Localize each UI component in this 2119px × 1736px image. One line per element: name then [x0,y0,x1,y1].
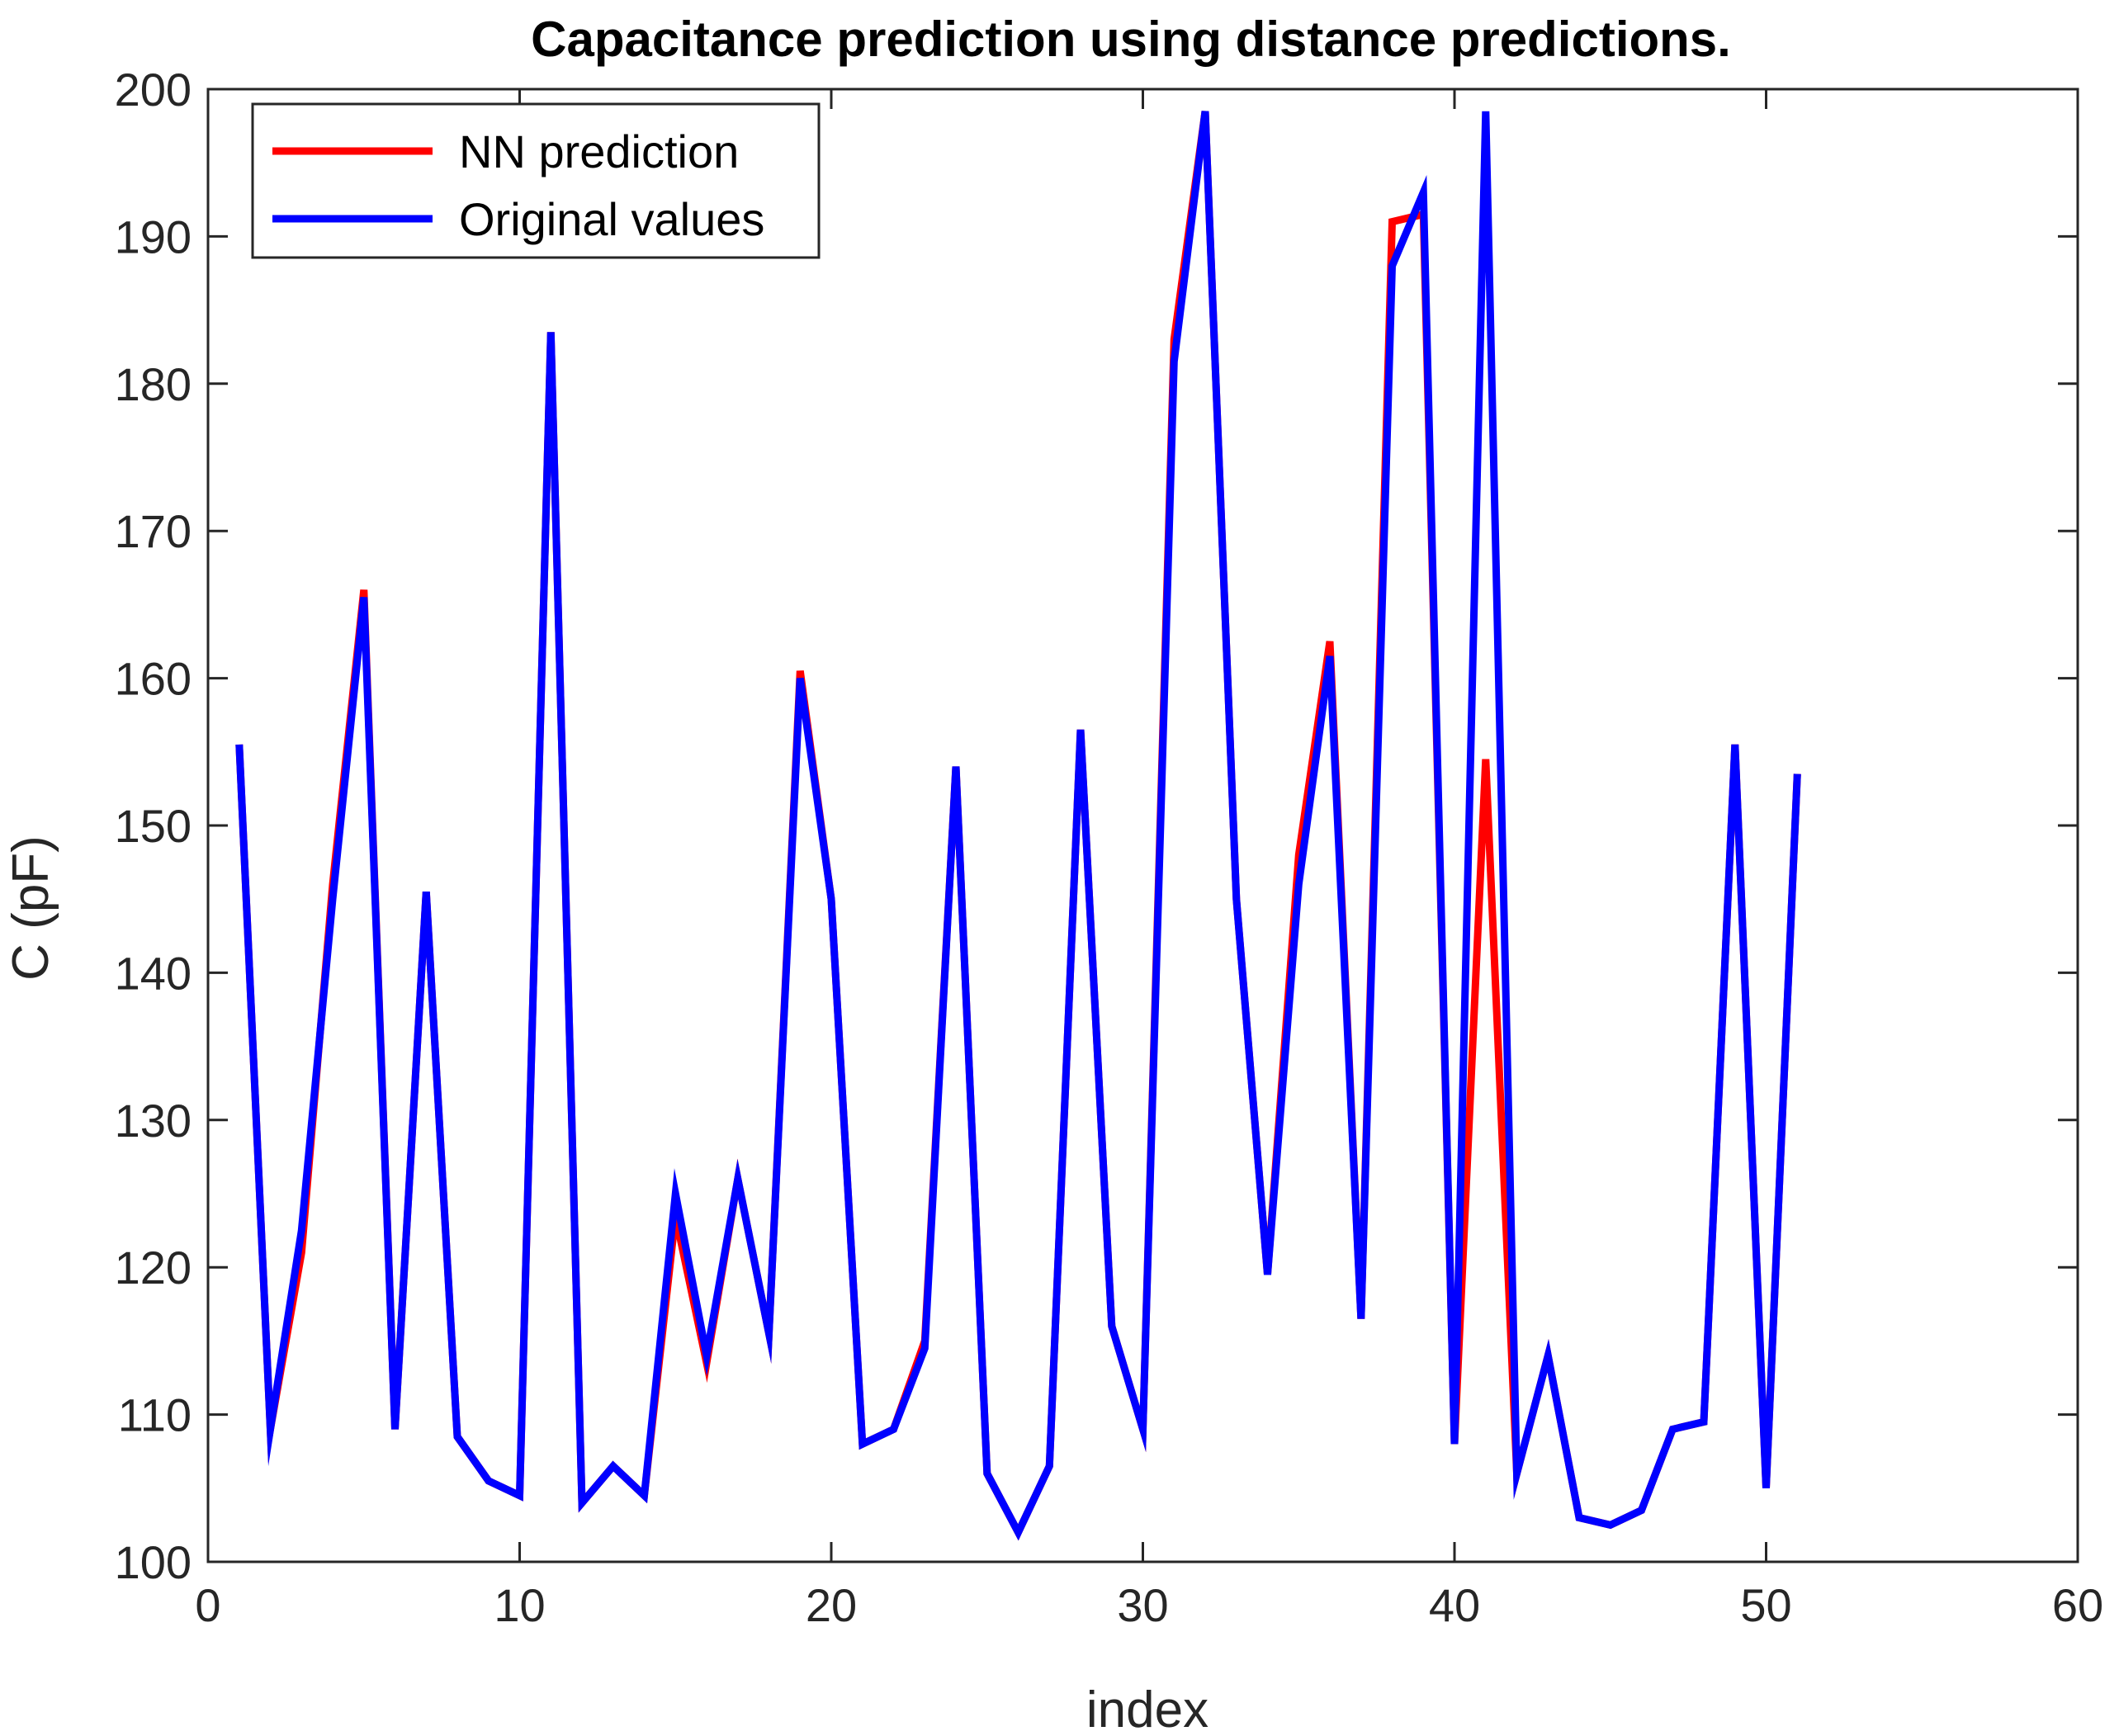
y-tick-label: 180 [115,358,192,410]
chart-title: Capacitance prediction using distance pr… [531,12,1731,67]
x-tick-label: 0 [195,1579,220,1631]
x-axis-label: index [1086,1682,1208,1736]
y-tick-label: 190 [115,210,192,263]
y-tick-label: 150 [115,800,192,852]
legend-label-2: Original values [459,193,764,245]
legend-label-1: NN prediction [459,125,739,177]
y-tick-label: 160 [115,653,192,705]
x-tick-label: 40 [1429,1579,1480,1631]
y-tick-label: 170 [115,505,192,557]
y-axis-label: C (pF) [2,835,59,981]
legend-box [251,102,821,259]
y-tick-label: 120 [115,1242,192,1294]
x-tick-label: 50 [1740,1579,1791,1631]
y-tick-label: 110 [118,1389,192,1441]
legend: NN prediction Original values [251,102,821,259]
series-line-2 [235,111,1801,1541]
x-tick-label: 30 [1117,1579,1168,1631]
x-tick-label: 20 [806,1579,857,1631]
y-tick-label: 200 [115,64,192,116]
x-tick-label: 60 [2052,1579,2103,1631]
ticks-layer: 0 10 20 30 40 50 60 100 110 120 130 140 150 160 170 180… [115,64,2104,1631]
y-tick-label: 140 [115,947,192,999]
y-tick-label: 100 [115,1536,192,1588]
y-tick-label: 130 [115,1095,192,1147]
x-tick-label: 10 [494,1579,545,1631]
series-layer [235,111,1801,1541]
